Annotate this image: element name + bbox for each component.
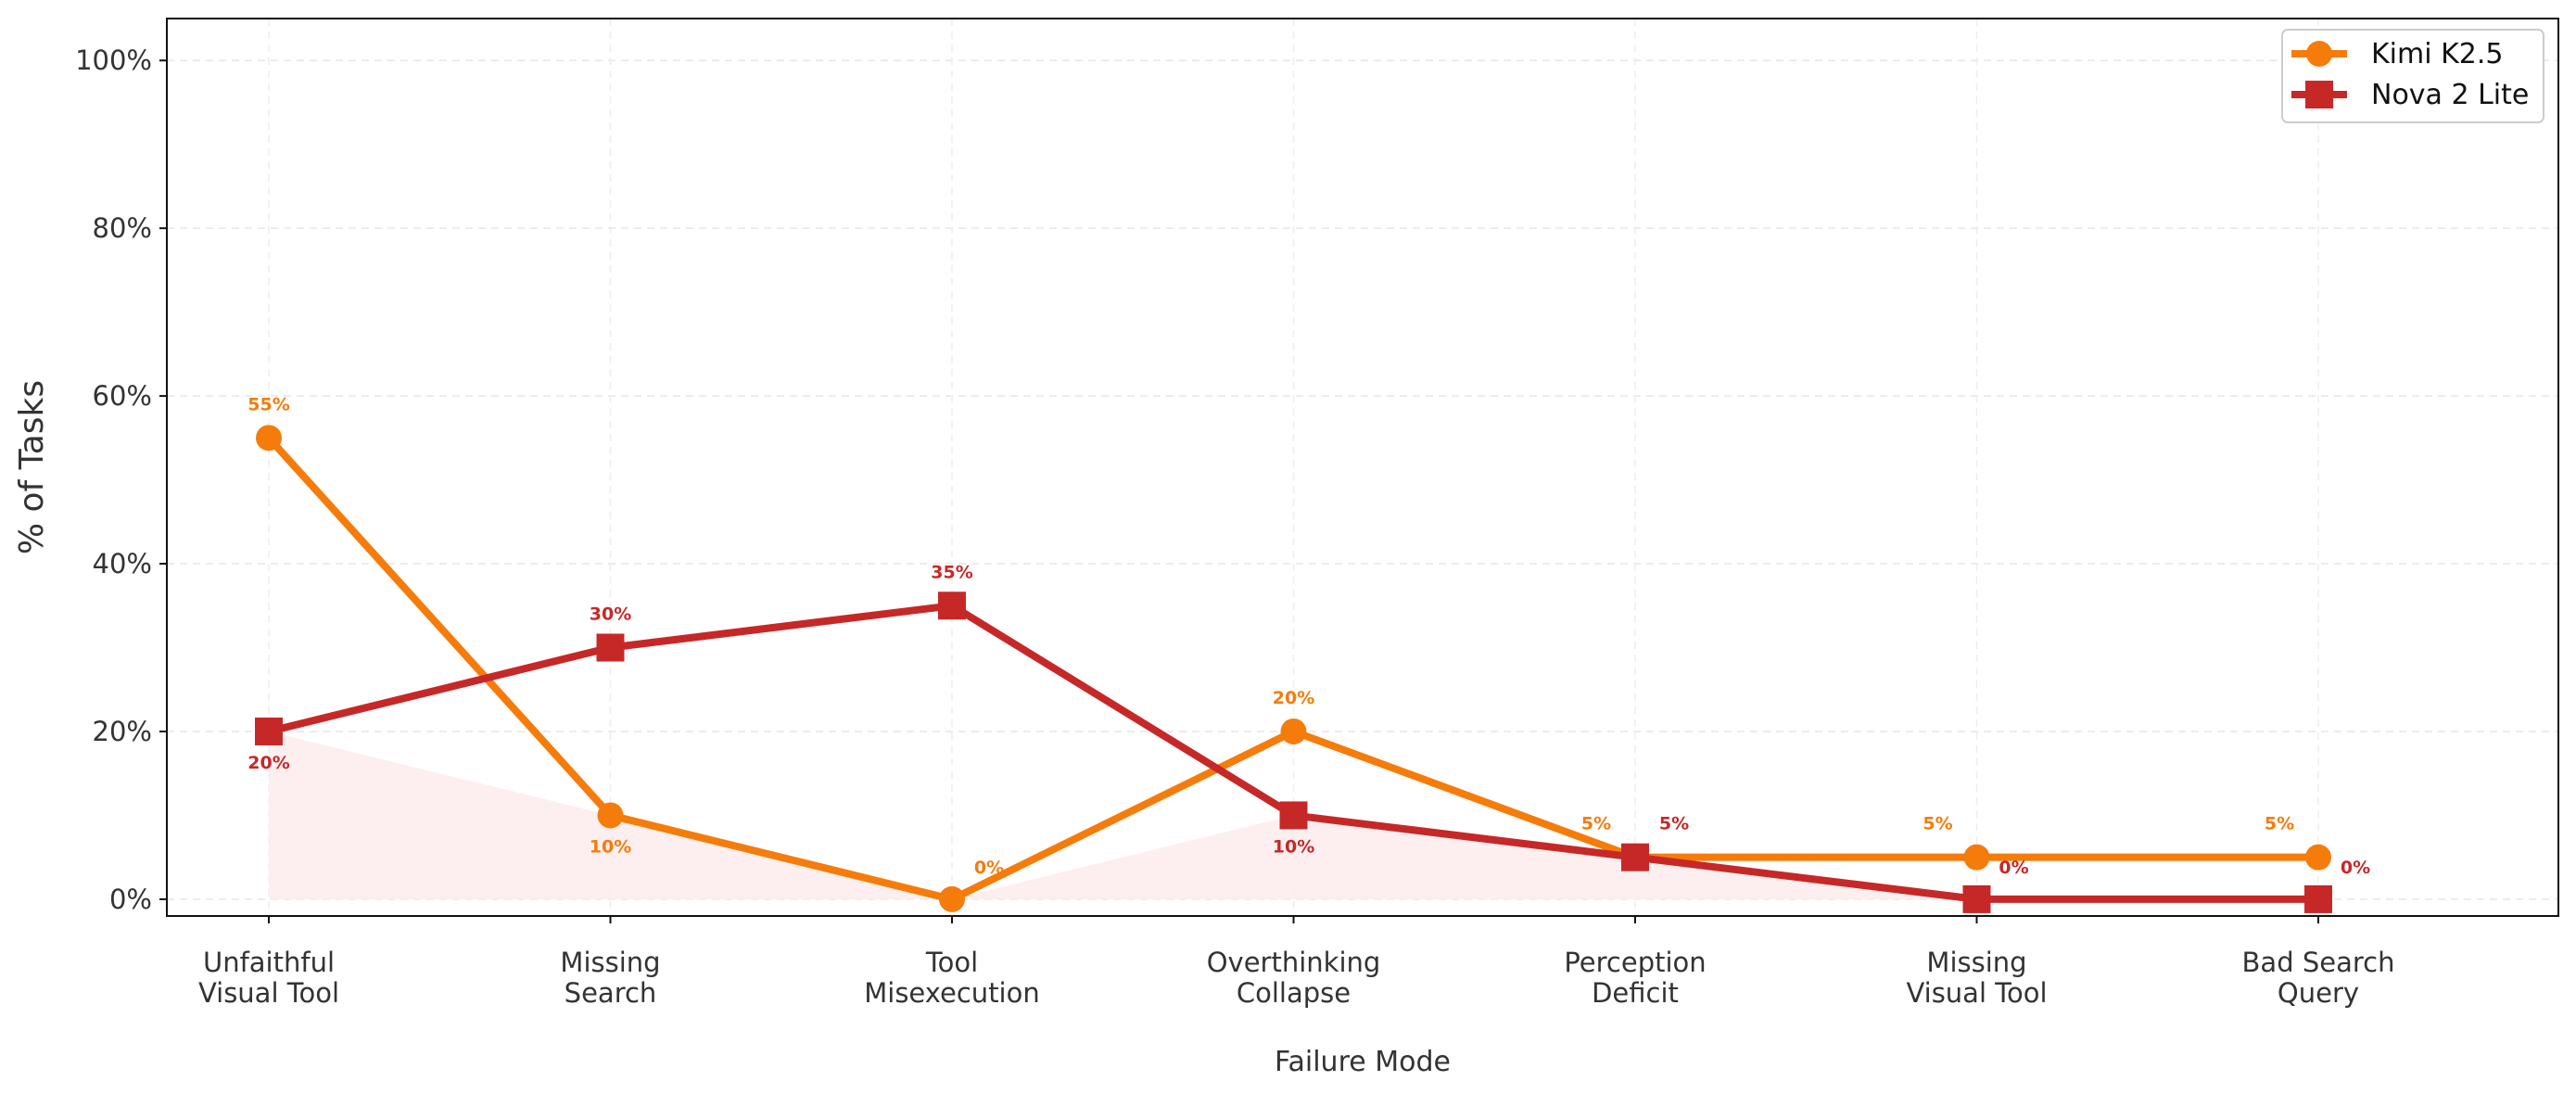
plot-frame — [166, 18, 2559, 917]
data-point-square — [255, 717, 283, 745]
data-point-square — [1279, 801, 1308, 830]
legend: Kimi K2.5 Nova 2 Lite — [2281, 29, 2544, 123]
data-label: 30% — [590, 604, 631, 625]
data-point-square — [2304, 884, 2332, 913]
data-label: 5% — [2265, 814, 2294, 834]
data-point-circle — [2305, 844, 2331, 871]
legend-label: Nova 2 Lite — [2371, 79, 2529, 111]
data-label: 20% — [1273, 688, 1314, 708]
legend-box — [2281, 29, 2544, 123]
data-label: 10% — [590, 836, 631, 857]
data-point-square — [596, 633, 625, 662]
x-tick-label: Perception Deficit — [1564, 947, 1706, 1009]
data-label: 20% — [247, 753, 289, 773]
data-point-circle — [256, 425, 282, 452]
y-tick-label: 20% — [93, 716, 152, 747]
y-tick-label: 40% — [93, 548, 152, 579]
y-tick-label: 60% — [93, 380, 152, 412]
data-point-square — [1621, 843, 1649, 871]
data-label: 0% — [974, 858, 1004, 878]
x-tick-label: Tool Misexecution — [864, 947, 1040, 1009]
y-tick-label: 80% — [93, 212, 152, 244]
data-label: 5% — [1581, 814, 1611, 834]
x-tick-label: Unfaithful Visual Tool — [198, 947, 339, 1009]
data-label: 10% — [1273, 836, 1314, 857]
x-tick-label: Missing Search — [560, 947, 660, 1009]
x-axis-title: Failure Mode — [1275, 1046, 1451, 1078]
y-axis-title: % of Tasks — [13, 380, 51, 554]
series-nova-2-lite — [255, 592, 2332, 913]
y-tick-label: 0% — [109, 884, 152, 915]
y-tick-label: 100% — [75, 45, 152, 76]
grid — [167, 19, 2558, 916]
data-label: 55% — [247, 394, 289, 414]
legend-marker-square — [2305, 81, 2333, 108]
data-point-square — [1962, 884, 1991, 913]
data-label: 5% — [1659, 814, 1689, 834]
data-point-circle — [1963, 844, 1990, 871]
data-label: 5% — [1922, 814, 1952, 834]
legend-label: Kimi K2.5 — [2371, 38, 2504, 70]
data-point-circle — [1280, 718, 1307, 744]
x-tick-label: Bad Search Query — [2242, 947, 2395, 1009]
legend-marker-circle — [2306, 41, 2332, 67]
data-point-square — [938, 592, 966, 620]
x-tick-label: Overthinking Collapse — [1207, 947, 1381, 1009]
x-tick-label: Missing Visual Tool — [1906, 947, 2047, 1009]
data-label: 0% — [2341, 858, 2370, 878]
data-point-circle — [597, 802, 624, 829]
data-label: 35% — [931, 562, 972, 582]
data-point-circle — [939, 885, 965, 912]
data-label: 0% — [1999, 858, 2028, 878]
